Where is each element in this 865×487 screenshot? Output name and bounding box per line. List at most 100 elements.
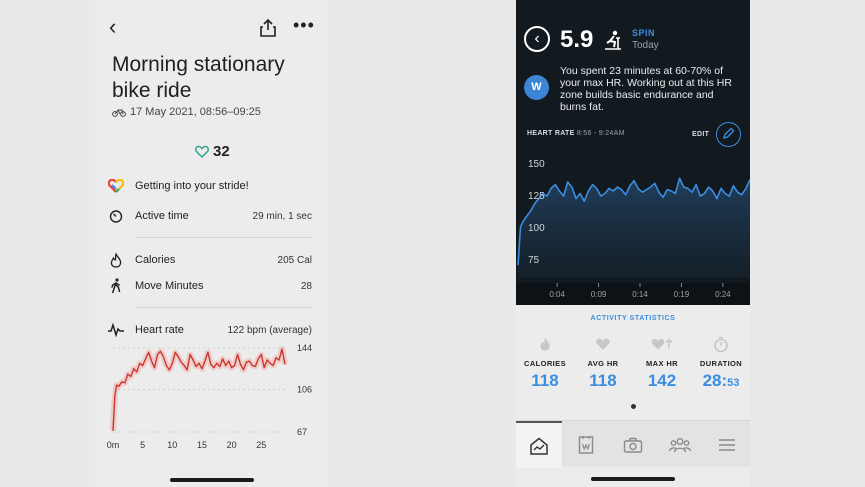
heart-rate-line — [517, 177, 750, 266]
move-minutes-value: 28 — [300, 280, 312, 292]
google-fit-screen: ‹ ••• Morning stationary bike ride 17 Ma… — [95, 0, 328, 487]
calories-row: Calories 205 Cal — [107, 249, 312, 271]
top-bar: ‹ ••• — [95, 12, 328, 44]
heart-up-icon — [633, 334, 691, 354]
home-indicator[interactable] — [591, 477, 675, 481]
whoop-heart-rate-chart: 150 125 100 75 0:04 0:09 0:14 0:19 0:24 — [516, 159, 750, 305]
flame-icon — [107, 251, 125, 269]
edit-label[interactable]: EDIT — [692, 131, 710, 138]
heart-rate-range-band — [110, 346, 288, 432]
strain-score: 5.9 — [560, 26, 594, 53]
activity-type: SPIN — [632, 28, 656, 38]
x-tick-label: 20 — [227, 440, 237, 450]
x-tick-label: 0m — [107, 440, 120, 450]
stat-label: DURATION — [699, 359, 743, 368]
activity-day: Today — [632, 40, 659, 51]
x-tick-label: 5 — [140, 440, 145, 450]
camera-icon — [623, 437, 643, 453]
stat-max-hr: MAX HR 142 — [633, 334, 691, 391]
stat-value: 118 — [589, 371, 617, 390]
heart-rate-header: HEART RATE 8:56 - 9:24AM — [527, 130, 625, 137]
coach-message: You spent 23 minutes at 60-70% of your m… — [560, 65, 732, 113]
y-tick-label: 125 — [528, 191, 545, 202]
stat-label: AVG HR — [587, 359, 619, 368]
pulse-icon — [107, 321, 125, 339]
timer-icon — [107, 207, 125, 225]
y-tick-label: 144 — [297, 343, 312, 353]
community-icon — [669, 437, 691, 452]
pencil-icon — [723, 127, 735, 139]
x-tick-label: 0:09 — [591, 290, 607, 299]
y-tick-label: 106 — [297, 384, 312, 394]
tab-overview[interactable] — [516, 421, 562, 468]
google-fit-heart-icon — [107, 177, 125, 195]
whoop-screen: ‹ 5.9 SPIN Today W You spent 23 minutes … — [516, 0, 750, 487]
stat-duration: DURATION 28:53 — [692, 334, 750, 391]
tab-community[interactable] — [657, 421, 703, 468]
heart-rate-range: 8:56 - 9:24AM — [576, 130, 625, 137]
tab-journal[interactable] — [563, 421, 609, 468]
stopwatch-icon — [692, 334, 750, 354]
back-button[interactable]: ‹ — [524, 26, 550, 52]
menu-icon — [719, 438, 735, 451]
home-indicator[interactable] — [170, 478, 254, 482]
bike-icon — [112, 109, 126, 117]
move-minutes-row: Move Minutes 28 — [107, 275, 312, 297]
back-arrow-icon[interactable]: ‹ — [109, 14, 117, 39]
heart-points-icon — [195, 145, 209, 158]
journal-icon — [578, 436, 594, 454]
heart-rate-chart: 144 106 67 0m 5 10 15 20 25 — [107, 343, 312, 450]
stat-value: 118 — [531, 371, 559, 390]
stat-label: CALORIES — [524, 359, 566, 368]
share-icon[interactable] — [259, 18, 277, 38]
tab-menu[interactable] — [704, 421, 750, 468]
y-tick-label: 100 — [528, 223, 545, 234]
stride-label: Getting into your stride! — [135, 180, 249, 192]
edit-button[interactable] — [716, 122, 741, 147]
stat-value: 28:53 — [692, 371, 750, 391]
heart-icon — [574, 334, 632, 354]
active-time-value: 29 min, 1 sec — [252, 210, 312, 222]
heart-points-value: 32 — [213, 143, 230, 160]
tab-camera[interactable] — [610, 421, 656, 468]
stat-value: 142 — [647, 371, 677, 390]
divider — [135, 237, 312, 238]
x-tick-label: 0:24 — [715, 290, 731, 299]
heart-points: 32 — [195, 143, 230, 160]
page-indicator[interactable] — [631, 404, 636, 409]
calories-value: 205 Cal — [277, 254, 312, 266]
x-tick-label: 10 — [167, 440, 177, 450]
x-tick-label: 0:14 — [632, 290, 648, 299]
heart-rate-value: 122 bpm (average) — [227, 324, 313, 336]
workout-title: Morning stationary bike ride — [112, 53, 285, 102]
x-tick-label: 25 — [256, 440, 266, 450]
duration-seconds: 53 — [727, 377, 740, 389]
activity-header: ‹ 5.9 SPIN Today W You spent 23 minutes … — [516, 0, 750, 305]
x-axis-band — [516, 283, 750, 305]
heart-rate-title: HEART RATE — [527, 130, 575, 137]
move-minutes-label: Move Minutes — [135, 280, 204, 292]
flame-icon — [516, 334, 574, 354]
stride-row: Getting into your stride! — [107, 175, 312, 197]
active-time-label: Active time — [135, 210, 189, 222]
heart-rate-row: Heart rate 122 bpm (average) — [107, 319, 312, 341]
spin-bike-icon — [605, 30, 621, 50]
y-tick-label: 75 — [528, 255, 540, 266]
heart-rate-label: Heart rate — [135, 324, 184, 336]
divider — [135, 307, 312, 308]
workout-meta: 17 May 2021, 08:56–09:25 — [112, 106, 261, 118]
calories-label: Calories — [135, 254, 176, 266]
stat-avg-hr: AVG HR 118 — [574, 334, 632, 391]
more-options-icon[interactable]: ••• — [293, 15, 315, 35]
overview-icon — [530, 437, 548, 455]
x-tick-label: 0:19 — [674, 290, 690, 299]
workout-date: 17 May 2021, 08:56–09:25 — [130, 106, 261, 118]
walking-icon — [107, 277, 125, 295]
y-tick-label: 67 — [297, 427, 307, 437]
heart-rate-area — [518, 178, 750, 278]
x-tick-label: 0:04 — [549, 290, 565, 299]
tab-bar — [516, 420, 750, 468]
y-tick-label: 150 — [528, 159, 545, 170]
active-time-row: Active time 29 min, 1 sec — [107, 205, 312, 227]
